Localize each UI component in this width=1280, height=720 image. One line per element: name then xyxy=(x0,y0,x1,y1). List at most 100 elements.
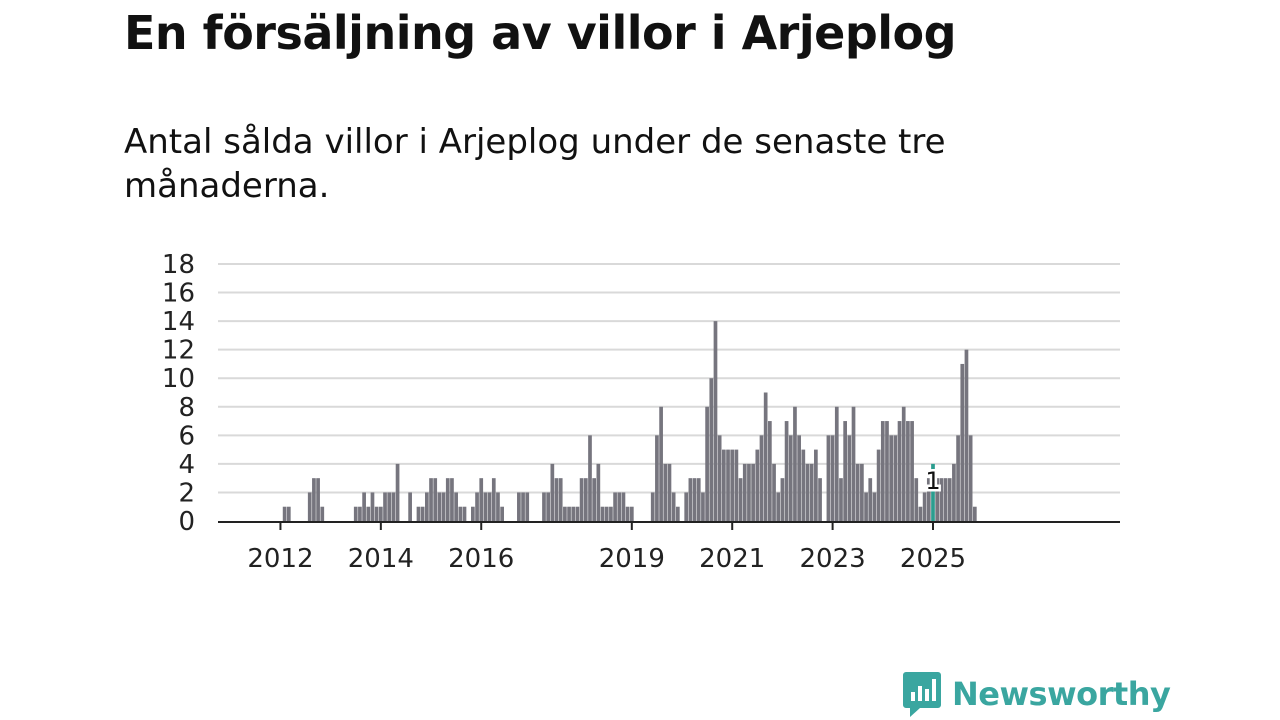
bar xyxy=(826,435,831,521)
bar xyxy=(696,478,701,521)
bar xyxy=(960,363,965,521)
bar xyxy=(667,463,672,521)
bar xyxy=(659,406,663,521)
bar xyxy=(860,463,864,521)
bar xyxy=(692,478,697,521)
bar xyxy=(320,506,325,521)
bar xyxy=(387,492,392,521)
bar xyxy=(378,506,383,521)
y-tick-label: 18 xyxy=(162,250,195,280)
bar xyxy=(780,478,785,521)
bar xyxy=(675,506,680,521)
gridlines xyxy=(218,263,1120,494)
bar xyxy=(801,449,806,521)
bar xyxy=(759,435,764,521)
bar xyxy=(554,478,559,521)
bar xyxy=(885,421,889,521)
bar xyxy=(768,421,772,521)
bar xyxy=(730,449,735,521)
bar xyxy=(968,435,973,521)
bar xyxy=(286,506,291,521)
y-tick-label: 4 xyxy=(178,450,195,480)
bar xyxy=(517,492,521,521)
bar xyxy=(408,492,412,521)
bar xyxy=(487,492,492,521)
x-tick-label: 2012 xyxy=(247,544,313,574)
bar xyxy=(583,478,588,521)
bar xyxy=(374,506,379,521)
bar xyxy=(772,463,776,521)
bar xyxy=(546,492,551,521)
bar xyxy=(972,506,977,521)
x-tick-label: 2014 xyxy=(348,544,414,574)
bar xyxy=(441,492,446,521)
bar xyxy=(609,506,613,521)
bar xyxy=(483,492,488,521)
bar xyxy=(391,492,396,521)
bar xyxy=(312,478,316,521)
bar xyxy=(316,478,320,521)
bar xyxy=(943,478,948,521)
y-tick-label: 8 xyxy=(178,393,195,423)
y-tick-label: 2 xyxy=(178,478,195,508)
bar xyxy=(458,506,463,521)
bar xyxy=(655,435,659,521)
bar xyxy=(814,449,818,521)
bar xyxy=(395,463,400,521)
bar xyxy=(592,478,597,521)
bar xyxy=(500,506,504,521)
bar xyxy=(734,449,739,521)
bar xyxy=(416,506,421,521)
bar xyxy=(797,435,801,521)
bar xyxy=(793,406,797,521)
bar xyxy=(437,492,442,521)
bar xyxy=(701,492,705,521)
bar xyxy=(420,506,425,521)
bar xyxy=(726,449,730,521)
bar xyxy=(906,421,910,521)
bar xyxy=(788,435,793,521)
bar xyxy=(713,321,718,521)
bar xyxy=(926,478,931,521)
x-tick-label: 2016 xyxy=(448,544,514,574)
bar xyxy=(889,435,894,521)
bar xyxy=(462,506,467,521)
y-tick-label: 10 xyxy=(162,364,195,394)
bar xyxy=(688,478,693,521)
bar xyxy=(830,435,835,521)
bar xyxy=(964,349,969,521)
bar xyxy=(818,478,822,521)
bar xyxy=(588,435,592,521)
bar xyxy=(805,463,810,521)
bar xyxy=(755,449,760,521)
bar xyxy=(721,449,726,521)
bar xyxy=(521,492,525,521)
bar xyxy=(947,478,952,521)
bar xyxy=(471,506,475,521)
newsworthy-logo-icon xyxy=(903,672,941,717)
bar xyxy=(475,492,479,521)
bar xyxy=(567,506,571,521)
bar xyxy=(717,435,722,521)
bar xyxy=(939,478,944,521)
bar xyxy=(663,463,668,521)
x-tick-label: 2019 xyxy=(599,544,665,574)
bar xyxy=(855,463,860,521)
bar xyxy=(600,506,605,521)
bar xyxy=(571,506,576,521)
bar xyxy=(579,478,584,521)
chart-title: En försäljning av villor i Arjeplog xyxy=(124,6,957,60)
bar xyxy=(705,406,709,521)
y-tick-label: 16 xyxy=(162,279,195,309)
bar xyxy=(952,463,956,521)
y-tick-label: 14 xyxy=(162,307,195,337)
bar xyxy=(496,492,500,521)
x-tick-label: 2023 xyxy=(800,544,866,574)
bar xyxy=(935,478,940,521)
bar xyxy=(454,492,458,521)
bar xyxy=(851,406,856,521)
bar xyxy=(876,449,881,521)
bar xyxy=(751,463,755,521)
bar xyxy=(956,435,960,521)
